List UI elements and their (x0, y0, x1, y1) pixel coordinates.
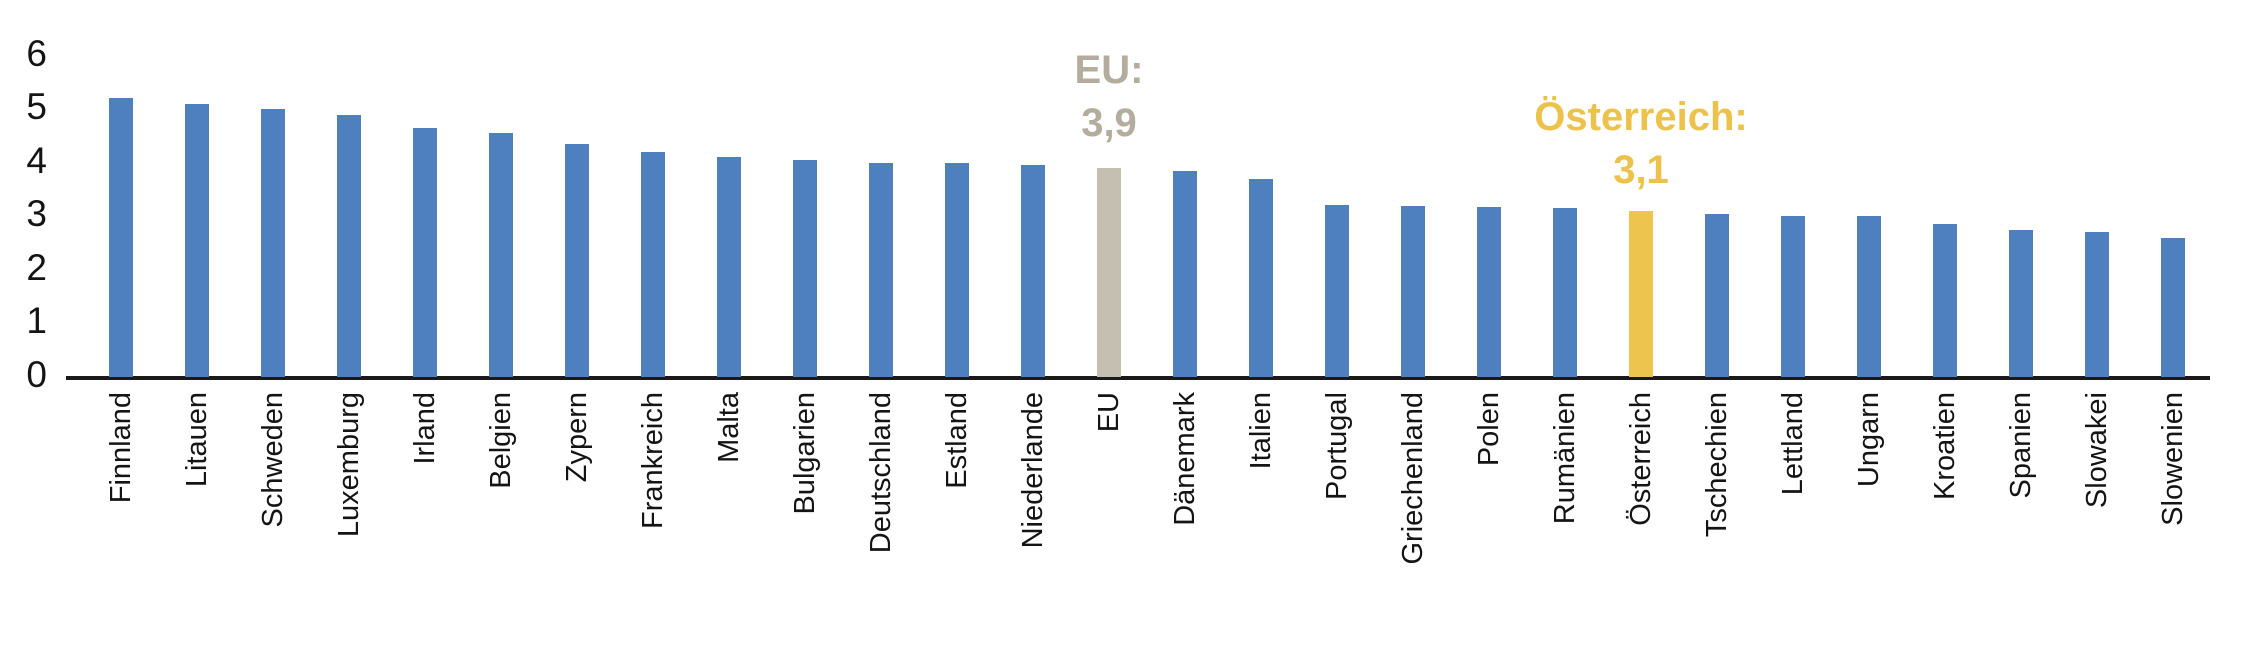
y-tick-label-2: 2 (26, 246, 47, 288)
x-tick-label-Bulgarien: Bulgarien (789, 392, 821, 515)
x-tick-label-Slowenien: Slowenien (2157, 392, 2189, 526)
y-tick-label-3: 3 (26, 193, 47, 235)
bar-Griechenland (1401, 206, 1425, 377)
bar-Luxemburg (337, 115, 361, 377)
bar-Rumänien (1553, 208, 1577, 377)
bar-EU (1097, 168, 1121, 377)
bar-Deutschland (869, 163, 893, 377)
x-tick-label-Frankreich: Frankreich (637, 392, 669, 529)
bar-Kroatien (1933, 224, 1957, 377)
y-tick-label-0: 0 (26, 354, 47, 395)
x-tick-label-Luxemburg: Luxemburg (333, 392, 365, 538)
bar-Österreich (1629, 211, 1653, 377)
y-tick-label-4: 4 (26, 139, 47, 181)
bar-Spanien (2009, 230, 2033, 377)
bar-Slowenien (2161, 238, 2185, 377)
x-tick-label-Irland: Irland (409, 392, 441, 465)
y-tick-label-1: 1 (26, 300, 47, 342)
y-tick-label-6: 6 (26, 32, 47, 74)
bar-Portugal (1325, 205, 1349, 377)
x-tick-label-Belgien: Belgien (485, 392, 517, 489)
bar-Schweden (261, 109, 285, 377)
x-tick-label-Litauen: Litauen (181, 392, 213, 488)
bar-Litauen (185, 104, 209, 377)
x-tick-label-Dänemark: Dänemark (1169, 392, 1201, 526)
x-tick-label-Ungarn: Ungarn (1853, 392, 1885, 488)
y-tick-label-5: 5 (26, 86, 47, 128)
bar-Estland (945, 163, 969, 377)
eu-annotation-label: EU: (1074, 48, 1144, 92)
x-tick-label-Slowakei: Slowakei (2081, 392, 2113, 509)
x-axis-line (66, 376, 2210, 380)
bar-Irland (413, 128, 437, 377)
bar-Slowakei (2085, 232, 2109, 377)
x-tick-label-Österreich: Österreich (1625, 392, 1657, 526)
x-tick-label-Griechenland: Griechenland (1397, 392, 1429, 565)
x-tick-label-Italien: Italien (1245, 392, 1277, 470)
bar-Dänemark (1173, 171, 1197, 377)
bar-Belgien (489, 133, 513, 377)
eu-annotation-value: 3,9 (1081, 101, 1137, 145)
x-tick-label-Polen: Polen (1473, 392, 1505, 467)
x-tick-label-Finnland: Finnland (105, 392, 137, 504)
x-tick-label-Zypern: Zypern (561, 392, 593, 483)
x-tick-label-Rumänien: Rumänien (1549, 392, 1581, 525)
bar-Finnland (109, 98, 133, 377)
x-tick-label-EU: EU (1093, 392, 1125, 433)
x-tick-label-Lettland: Lettland (1777, 392, 1809, 496)
x-tick-label-Portugal: Portugal (1321, 392, 1353, 501)
eu-annotation: EU: 3,9 (1075, 44, 1144, 150)
bar-Frankreich (641, 152, 665, 377)
x-tick-label-Tschechien: Tschechien (1701, 392, 1733, 538)
bar-Bulgarien (793, 160, 817, 377)
bar-Zypern (565, 144, 589, 377)
austria-annotation-label: Österreich: (1534, 95, 1748, 139)
bar-Ungarn (1857, 216, 1881, 377)
bar-Lettland (1781, 216, 1805, 377)
bar-Polen (1477, 207, 1501, 377)
x-tick-label-Spanien: Spanien (2005, 392, 2037, 499)
x-tick-label-Schweden: Schweden (257, 392, 289, 528)
bar-Niederlande (1021, 165, 1045, 377)
austria-annotation: Österreich: 3,1 (1534, 91, 1747, 197)
x-tick-label-Malta: Malta (713, 392, 745, 463)
bar-Malta (717, 157, 741, 377)
x-tick-label-Kroatien: Kroatien (1929, 392, 1961, 501)
x-tick-label-Estland: Estland (941, 392, 973, 489)
x-tick-label-Niederlande: Niederlande (1017, 392, 1049, 549)
bar-Italien (1249, 179, 1273, 377)
bar-Tschechien (1705, 214, 1729, 377)
x-tick-label-Deutschland: Deutschland (865, 392, 897, 554)
austria-annotation-value: 3,1 (1613, 148, 1669, 192)
